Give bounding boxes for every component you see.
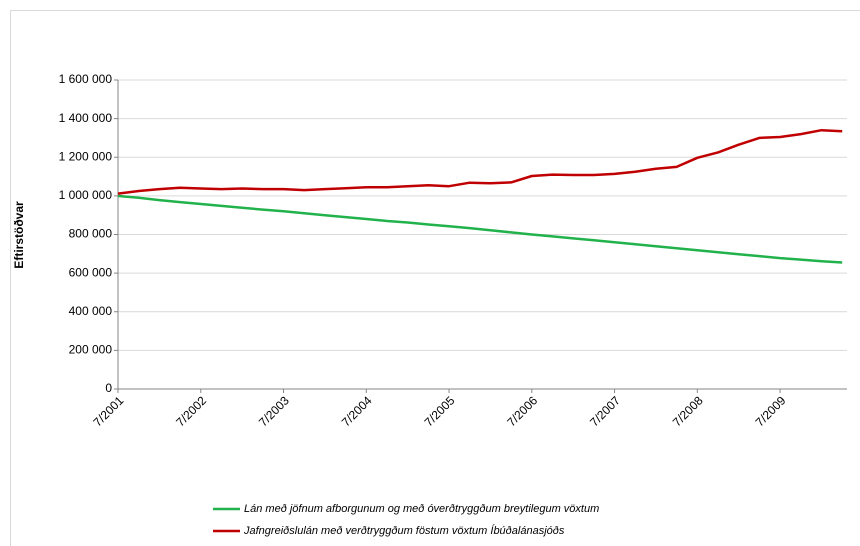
series-line: [117, 128, 843, 195]
legend-label: Jafngreiðslulán með verðtryggðum föstum …: [243, 524, 565, 537]
chart-frame: [10, 10, 860, 546]
y-tick-label: 0: [105, 381, 112, 395]
y-axis-title: Eftirstöðvar: [12, 201, 26, 269]
y-tick-label: 400 000: [69, 304, 113, 318]
y-tick-label: 200 000: [69, 343, 113, 357]
y-tick-label: 1 400 000: [59, 111, 113, 125]
y-tick-label: 1 600 000: [59, 72, 113, 86]
x-tick-label: 7/2009: [753, 393, 789, 429]
x-tick-label: 7/2005: [422, 393, 458, 429]
x-tick-label: 7/2001: [91, 393, 127, 429]
y-tick-label: 800 000: [69, 227, 113, 241]
x-tick-label: 7/2003: [256, 393, 292, 429]
x-tick-label: 7/2002: [173, 393, 209, 429]
x-tick-label: 7/2004: [339, 393, 375, 429]
x-tick-label: 7/2007: [587, 393, 623, 429]
y-tick-label: 600 000: [69, 265, 113, 279]
x-tick-label: 7/2008: [670, 393, 706, 429]
series-line: [117, 194, 843, 264]
x-tick-label: 7/2006: [504, 393, 540, 429]
y-tick-label: 1 200 000: [59, 149, 113, 163]
legend-label: Lán með jöfnum afborgunum og með óverðtr…: [244, 503, 599, 515]
y-tick-label: 1 000 000: [59, 188, 113, 202]
